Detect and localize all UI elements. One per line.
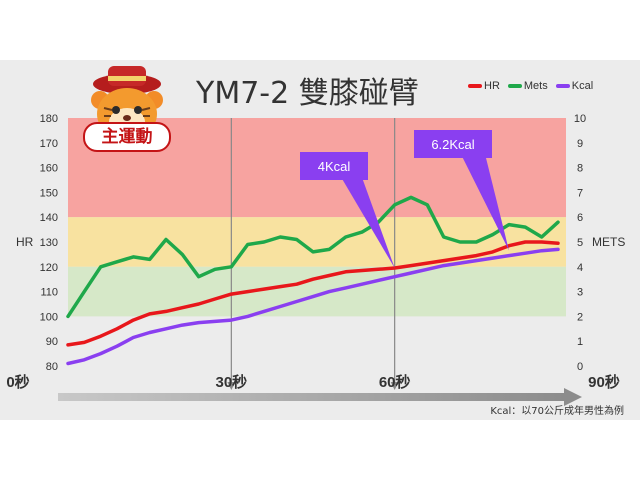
y-tick-label: 150 bbox=[40, 187, 58, 199]
chart-panel: 80 90 100 110 120 130 140 150 160 170 180 0 1 2 3 4 5 6 7 8… bbox=[0, 60, 640, 420]
legend-swatch-kcal bbox=[555, 84, 570, 88]
callout-label: 6.2Kcal bbox=[431, 137, 474, 152]
zone-band-green bbox=[68, 266, 566, 317]
legend-swatch-mets bbox=[507, 84, 522, 88]
y-tick-label: 90 bbox=[46, 336, 58, 348]
x-tick-label: 60秒 bbox=[379, 373, 411, 391]
y-tick-label: 130 bbox=[40, 237, 58, 249]
callout-pointer bbox=[462, 157, 509, 251]
chart-legend: HR Mets Kcal bbox=[468, 80, 597, 92]
callout-box bbox=[414, 130, 492, 158]
y-tick-label: 170 bbox=[40, 138, 58, 150]
y-tick-label: 140 bbox=[40, 212, 58, 224]
y2-tick-label: 10 bbox=[574, 113, 586, 125]
y-axis-label: HR bbox=[16, 235, 34, 249]
legend-label-hr: HR bbox=[484, 80, 500, 92]
y-tick-label: 100 bbox=[40, 311, 58, 323]
y2-tick-label: 3 bbox=[577, 287, 583, 299]
y2-tick-label: 4 bbox=[577, 262, 583, 274]
y-tick-label: 120 bbox=[40, 262, 58, 274]
time-marker-arrowhead bbox=[227, 382, 236, 390]
legend-label-mets: Mets bbox=[523, 80, 548, 92]
y2-tick-label: 0 bbox=[577, 361, 583, 373]
callout-box bbox=[300, 152, 368, 180]
legend-swatch-hr bbox=[468, 84, 482, 88]
time-marker-arrowhead bbox=[390, 382, 399, 390]
y2-tick-label: 2 bbox=[577, 311, 583, 323]
page-title: YM7-2 雙膝碰臂 bbox=[196, 76, 419, 111]
time-axis-bar bbox=[58, 393, 566, 401]
footnote: Kcal：以70公斤成年男性為例 bbox=[490, 406, 624, 417]
y2-tick-label: 8 bbox=[577, 163, 583, 175]
x-tick-label: 30秒 bbox=[215, 373, 247, 391]
y-tick-label: 110 bbox=[40, 287, 58, 299]
callout-label: 4Kcal bbox=[318, 159, 351, 174]
main-exercise-badge: 主運動 bbox=[83, 122, 171, 152]
time-axis-arrowhead bbox=[564, 388, 582, 406]
x-tick-label: 0秒 bbox=[6, 373, 29, 391]
y-tick-label: 80 bbox=[46, 361, 58, 373]
y-tick-label: 180 bbox=[40, 113, 58, 125]
y2-axis-label: METS bbox=[592, 235, 625, 249]
series-line-kcal bbox=[66, 247, 560, 366]
y2-tick-label: 9 bbox=[577, 138, 583, 150]
y2-tick-label: 5 bbox=[577, 237, 583, 249]
legend-item-hr: HR bbox=[468, 80, 500, 92]
y2-tick-label: 7 bbox=[577, 187, 583, 199]
legend-item-mets: Mets bbox=[507, 80, 548, 92]
series-line-mets bbox=[66, 195, 560, 319]
y2-tick-label: 6 bbox=[577, 212, 583, 224]
callout-pointer bbox=[342, 179, 395, 269]
legend-label-kcal: Kcal bbox=[571, 80, 594, 92]
y2-tick-label: 1 bbox=[577, 336, 583, 348]
x-tick-label: 90秒 bbox=[588, 373, 620, 391]
legend-item-kcal: Kcal bbox=[555, 80, 594, 92]
y-tick-label: 160 bbox=[40, 163, 58, 175]
series-line-hr bbox=[66, 240, 560, 347]
